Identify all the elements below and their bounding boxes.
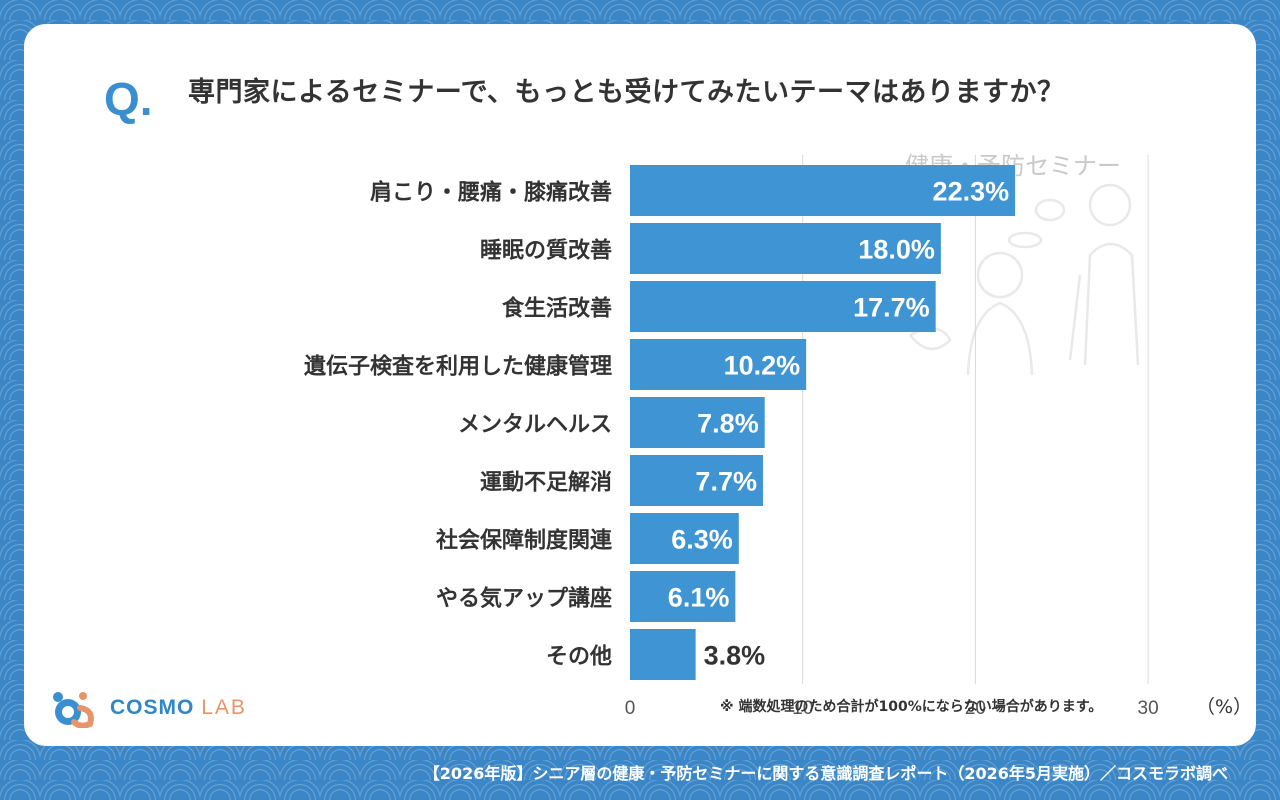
bar [630, 281, 936, 332]
data-label: 7.8% [697, 409, 759, 439]
footnote: ※ 端数処理のため合計が100%にならない場合があります。 [720, 699, 1103, 715]
category-label: 運動不足解消 [480, 470, 612, 496]
data-label: 6.1% [668, 583, 730, 613]
question-title: 専門家によるセミナーで、もっとも受けてみたいテーマはありますか？ [188, 77, 1065, 108]
bar [630, 339, 807, 390]
bar [630, 397, 765, 448]
logo-sub-text: LAB [201, 696, 247, 719]
category-label: メンタルヘルス [458, 413, 612, 438]
category-label: 遺伝子検査を利用した健康管理 [304, 354, 612, 380]
bar [630, 513, 739, 564]
data-label: 6.3% [671, 525, 733, 555]
data-label: 7.7% [695, 467, 757, 497]
axis-unit-label: （%） [1196, 696, 1253, 718]
bar [630, 571, 736, 622]
category-label: 食生活改善 [502, 296, 612, 322]
logo-wordmark: COSMO LAB [110, 696, 247, 720]
question-mark: Q. [104, 73, 153, 125]
x-tick-label: 0 [625, 698, 636, 719]
category-label: 肩こり・腰痛・膝痛改善 [370, 180, 612, 206]
category-label: 社会保障制度関連 [436, 528, 613, 554]
seminar-illustration-icon [909, 183, 1140, 375]
data-label: 18.0% [858, 235, 935, 265]
data-label: 10.2% [724, 351, 801, 381]
bar [630, 629, 696, 680]
cosmo-lab-logo-icon [53, 692, 94, 728]
bar [630, 455, 763, 506]
bar [630, 223, 941, 274]
category-label: その他 [546, 645, 612, 670]
footer-source: 【2026年版】シニア層の健康・予防セミナーに関する意識調査レポート（2026年… [423, 764, 1228, 783]
category-label: 睡眠の質改善 [480, 238, 612, 264]
logo-main-text: COSMO [110, 696, 195, 719]
data-label: 17.7% [853, 293, 930, 323]
data-label: 22.3% [933, 177, 1010, 207]
category-label: やる気アップ講座 [436, 586, 612, 612]
x-tick-label: 30 [1138, 698, 1159, 719]
company-logo: COSMO LAB [50, 688, 247, 728]
x-tick-label: 10 [792, 698, 813, 719]
data-label: 3.8% [704, 641, 766, 671]
bar [630, 165, 1016, 216]
x-tick-label: 20 [965, 698, 986, 719]
